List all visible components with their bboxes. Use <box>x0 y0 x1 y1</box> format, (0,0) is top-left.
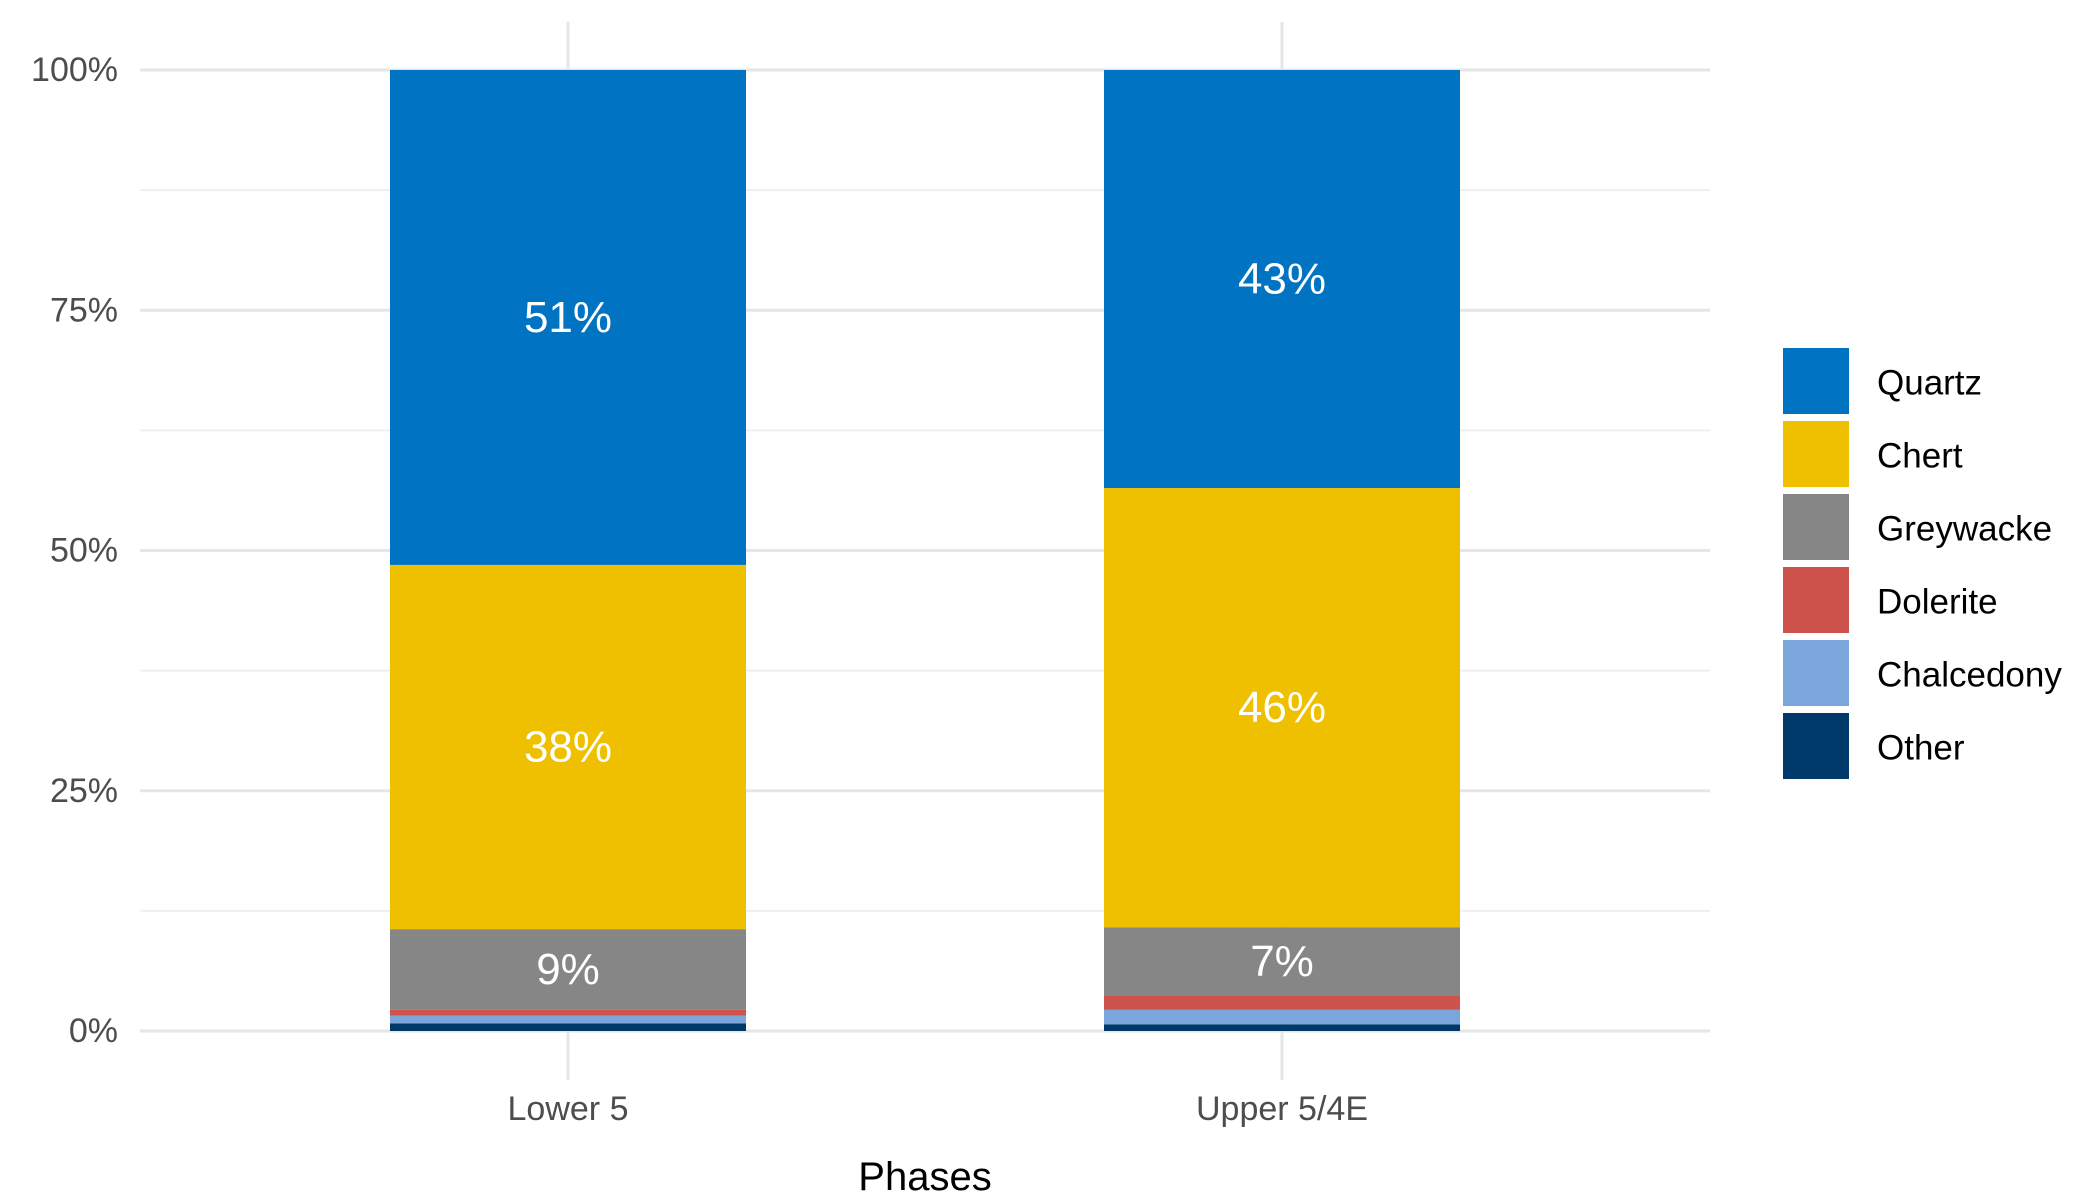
bar-segment-other-1 <box>1104 1024 1460 1031</box>
y-tick-label: 50% <box>50 532 118 570</box>
legend-label-greywacke: Greywacke <box>1877 510 2052 549</box>
axis-layer: 0% 25% 50% 75% 100% Lower 5 Upper 5/4E <box>31 51 1368 1128</box>
data-label-quartz-0: 51% <box>524 293 612 342</box>
bar-segment-greywacke-1 <box>1104 927 1460 996</box>
legend: Quartz Chert Greywacke Dolerite Chalcedony Ot… <box>1783 348 2062 779</box>
legend-label-quartz: Quartz <box>1877 364 1982 403</box>
legend-label-other: Other <box>1877 729 1965 768</box>
y-tick-label: 100% <box>31 51 118 89</box>
data-label-greywacke-1: 7% <box>1250 937 1314 986</box>
data-labels-layer: 51% 43% 38% 46% 9% 7% <box>524 255 1326 994</box>
bar-segment-chalcedony-0 <box>390 1015 746 1024</box>
legend-label-chert: Chert <box>1877 437 1963 476</box>
y-tick-label: 25% <box>50 772 118 810</box>
legend-key-other <box>1783 713 1849 779</box>
bar-segment-quartz-1 <box>1104 70 1460 489</box>
legend-key-chert <box>1783 421 1849 487</box>
x-tick-label: Lower 5 <box>508 1090 629 1128</box>
legend-key-quartz <box>1783 348 1849 414</box>
y-tick-label: 75% <box>50 291 118 329</box>
bar-segment-dolerite-1 <box>1104 995 1460 1010</box>
data-label-quartz-1: 43% <box>1238 255 1326 304</box>
bar-segment-other-0 <box>390 1023 746 1031</box>
bar-segment-quartz-0 <box>390 70 746 565</box>
bar-segment-greywacke-0 <box>390 929 746 1010</box>
x-tick-label: Upper 5/4E <box>1196 1090 1368 1128</box>
legend-label-dolerite: Dolerite <box>1877 583 1998 622</box>
legend-key-dolerite <box>1783 567 1849 633</box>
legend-key-chalcedony <box>1783 640 1849 706</box>
bars-layer <box>390 70 1460 1031</box>
bar-segment-chert-1 <box>1104 488 1460 928</box>
bar-segment-chert-0 <box>390 564 746 930</box>
data-label-chert-1: 46% <box>1238 683 1326 732</box>
bar-segment-dolerite-0 <box>390 1009 746 1016</box>
legend-label-chalcedony: Chalcedony <box>1877 656 2062 695</box>
grid-layer <box>140 22 1710 1080</box>
data-label-greywacke-0: 9% <box>536 945 600 994</box>
data-label-chert-0: 38% <box>524 723 612 772</box>
x-axis-title: Phases <box>858 1155 991 1199</box>
bar-segment-chalcedony-1 <box>1104 1009 1460 1025</box>
y-tick-label: 0% <box>69 1012 118 1050</box>
legend-key-greywacke <box>1783 494 1849 560</box>
